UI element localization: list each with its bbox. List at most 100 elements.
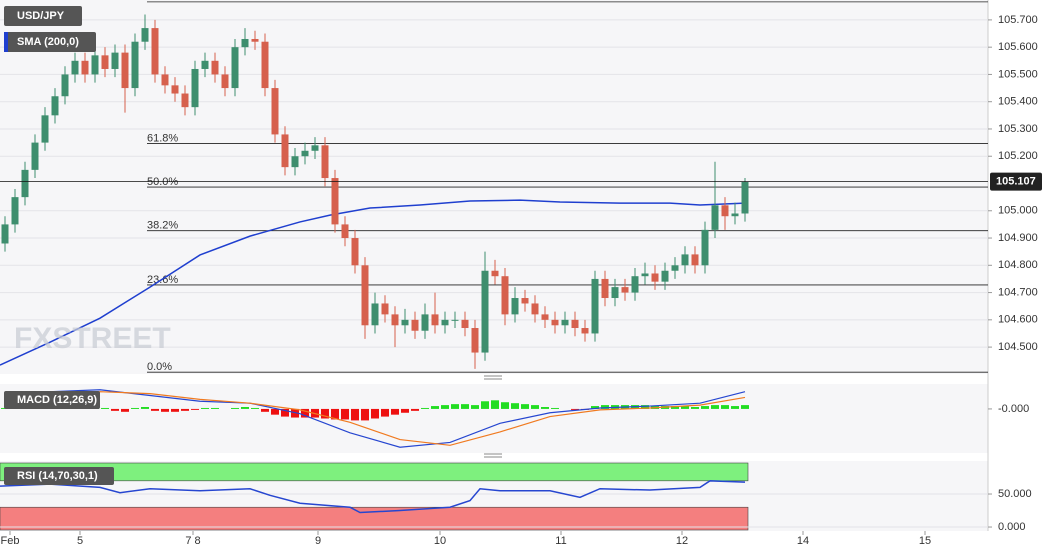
candle-body: [211, 60, 219, 75]
candle-body: [221, 74, 229, 89]
candle-body: [311, 145, 319, 151]
x-tick-label: Feb: [1, 535, 20, 547]
histogram-bar: [281, 408, 289, 417]
candle-body: [121, 52, 129, 89]
y-tick-label: 105.500: [998, 68, 1038, 80]
candle-body: [231, 47, 239, 89]
x-tick-label: 9: [315, 535, 321, 547]
histogram-bar: [531, 405, 539, 409]
macd-panel: [0, 384, 988, 453]
candle-body: [431, 314, 439, 326]
candle-body: [251, 38, 259, 42]
histogram-bar: [251, 407, 259, 409]
candle-body: [551, 319, 559, 326]
x-tick-label: 10: [434, 535, 446, 547]
candle-body: [111, 52, 119, 69]
histogram-bar: [451, 404, 459, 409]
candle-body: [331, 178, 339, 225]
legend-swatch: [4, 32, 8, 52]
histogram-bar: [241, 407, 249, 409]
candle-body: [651, 273, 659, 282]
candle-body: [741, 181, 749, 214]
candle-body: [11, 197, 19, 225]
candle-body: [531, 303, 539, 315]
candle-body: [171, 85, 179, 94]
histogram-bar: [571, 408, 579, 410]
x-tick-label: 12: [676, 535, 688, 547]
candle-body: [1, 224, 9, 244]
candle-body: [571, 319, 579, 329]
candle-body: [351, 238, 359, 266]
histogram-bar: [421, 407, 429, 409]
y-tick-label: 50.000: [998, 488, 1032, 500]
candle-body: [361, 265, 369, 326]
histogram-bar: [341, 408, 349, 420]
candle-body: [161, 74, 169, 86]
candle-body: [151, 28, 159, 75]
candle-body: [541, 314, 549, 320]
fib-label: 0.0%: [147, 361, 172, 373]
candle-body: [51, 96, 59, 116]
candle-body: [671, 265, 679, 271]
histogram-bar: [331, 408, 339, 420]
histogram-bar: [731, 406, 739, 409]
histogram-bar: [111, 408, 119, 411]
histogram-bar: [271, 408, 279, 415]
histogram-bar: [721, 405, 729, 409]
histogram-bar: [671, 406, 679, 409]
histogram-bar: [351, 408, 359, 421]
candle-body: [411, 319, 419, 331]
candle-body: [491, 270, 499, 277]
histogram-bar: [481, 401, 489, 409]
fib-label: 23.6%: [147, 274, 178, 286]
x-tick-label: 5: [77, 535, 83, 547]
histogram-bar: [601, 405, 609, 409]
y-tick-label: 104.800: [998, 259, 1038, 271]
histogram-bar: [231, 407, 239, 409]
y-tick-label: 105.700: [998, 14, 1038, 26]
candle-body: [681, 254, 689, 266]
histogram-bar: [701, 406, 709, 409]
x-tick-label: 7 8: [185, 535, 200, 547]
legend-sma: SMA (200,0): [17, 36, 79, 48]
fib-label: 100.0%: [147, 0, 185, 3]
histogram-bar: [211, 407, 219, 409]
legend-macd: MACD (12,26,9): [17, 394, 97, 406]
y-tick-label: 105.600: [998, 41, 1038, 53]
histogram-bar: [681, 406, 689, 409]
histogram-bar: [371, 408, 379, 419]
candle-body: [341, 224, 349, 239]
candle-body: [521, 298, 529, 304]
watermark: FXSTREET: [14, 322, 171, 355]
x-tick-label: 14: [797, 535, 809, 547]
histogram-bar: [391, 408, 399, 415]
y-tick-label: 105.000: [998, 205, 1038, 217]
candle-body: [481, 270, 489, 353]
candle-body: [261, 41, 269, 89]
candle-body: [201, 60, 209, 69]
histogram-bar: [191, 408, 199, 410]
candle-body: [511, 298, 519, 315]
candle-body: [611, 287, 619, 299]
candle-body: [621, 287, 629, 293]
candle-body: [141, 28, 149, 42]
histogram-bar: [321, 408, 329, 419]
candle-body: [91, 55, 99, 75]
histogram-bar: [711, 405, 719, 409]
candle-body: [711, 205, 719, 230]
histogram-bar: [491, 400, 499, 409]
histogram-bar: [121, 408, 129, 412]
candle-body: [721, 205, 729, 217]
candle-body: [271, 88, 279, 135]
histogram-bar: [471, 405, 479, 409]
candle-body: [321, 145, 329, 179]
macd-line: [49, 389, 746, 448]
candle-body: [131, 41, 139, 89]
candle-body: [421, 314, 429, 331]
histogram-bar: [181, 408, 189, 411]
candle-body: [61, 74, 69, 97]
oversold-band: [0, 506, 749, 531]
candle-body: [391, 314, 399, 326]
candle-body: [401, 319, 409, 326]
